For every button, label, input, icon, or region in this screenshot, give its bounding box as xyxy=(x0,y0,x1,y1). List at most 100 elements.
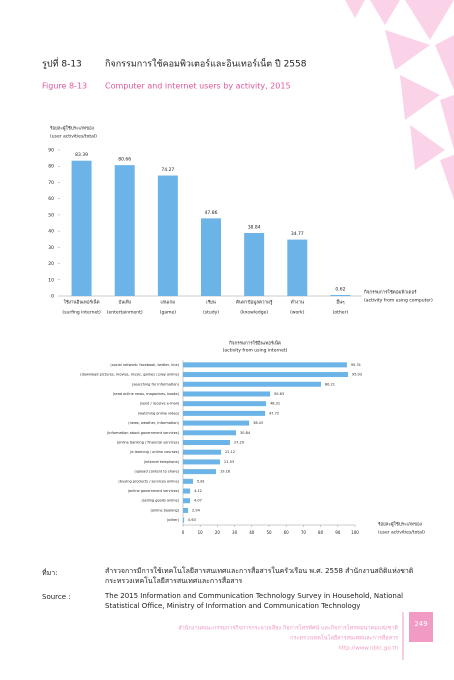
bar xyxy=(183,430,237,436)
bar xyxy=(157,175,178,296)
data-label: 30.84 xyxy=(240,431,251,435)
data-label: 50.63 xyxy=(274,392,284,396)
data-label: 83.39 xyxy=(75,152,88,158)
y-tick-label: (buying products / services online) xyxy=(118,479,179,483)
data-label: 27.29 xyxy=(234,441,244,445)
figure-title: กิจกรรมการใช้คอมพิวเตอร์และอินเทอร์เน็ต … xyxy=(105,57,307,70)
bar xyxy=(183,469,216,475)
bar xyxy=(71,160,92,296)
x-tick-label: 100 xyxy=(351,530,359,535)
x-axis-title-en: (activity from using computer) xyxy=(364,298,433,304)
x-tick-label: 80 xyxy=(318,530,324,535)
data-label: 34.77 xyxy=(291,231,304,237)
x-tick-label: บันเทิง xyxy=(118,300,131,306)
y-tick-label: 60 xyxy=(48,196,54,202)
y-tick-label: (social network: facebook, twitter, line… xyxy=(110,363,179,367)
bar xyxy=(183,498,191,504)
data-label: 80.66 xyxy=(118,157,131,163)
x-tick-label: ใช้งานอินเทอร์เน็ต xyxy=(64,298,100,306)
data-label: 0.63 xyxy=(188,518,196,522)
x-tick-label: 50 xyxy=(266,530,272,535)
x-tick-label: เล่นเกม xyxy=(161,300,176,306)
data-label: 95.31 xyxy=(351,363,361,367)
bar xyxy=(183,488,191,494)
bar xyxy=(183,372,348,378)
data-label: 95.93 xyxy=(352,373,362,377)
data-label: 74.27 xyxy=(161,167,174,173)
x-axis-title: ร้อยละผู้ใช้ประเภทของ xyxy=(378,522,422,528)
decoration xyxy=(345,0,454,200)
source-label-en: Source : xyxy=(42,593,71,601)
data-label: 47.86 xyxy=(205,210,218,216)
bar xyxy=(114,165,135,296)
x-tick-label-en: (work) xyxy=(290,310,305,316)
source-text-en-box: The 2015 Information and Communication T… xyxy=(105,592,404,610)
y-tick-label: 10 xyxy=(48,277,54,283)
x-tick-label: 60 xyxy=(284,530,290,535)
y-tick-label: 20 xyxy=(48,261,54,267)
source-label: ที่มา: xyxy=(42,568,58,577)
data-label: 19.18 xyxy=(220,470,230,474)
x-tick-label-en: (game) xyxy=(160,310,177,316)
x-tick-label: ทำงาน xyxy=(291,299,304,306)
data-label: 21.53 xyxy=(224,460,234,464)
footer-org-2: กระทรวงเทคโนโลยีสารสนเทศและการสื่อสาร xyxy=(290,634,398,642)
y-tick-label: (information about government services) xyxy=(107,431,180,435)
figure-title-en: Computer and internet users by activity,… xyxy=(105,82,291,91)
source-text-en: The 2015 Information and Communication T… xyxy=(105,592,404,610)
y-tick-label: (online government services) xyxy=(128,489,180,493)
y-tick-label: 40 xyxy=(48,229,54,235)
bar xyxy=(244,232,265,296)
bar xyxy=(183,507,189,513)
data-label: 4.12 xyxy=(194,489,202,493)
y-tick-label: (online booking) xyxy=(151,508,180,512)
x-tick-label-en: (study) xyxy=(203,310,219,316)
x-tick-label: ค้นหาข้อมูลความรู้ xyxy=(236,300,273,306)
y-tick-label: 30 xyxy=(48,245,54,251)
x-axis-title-en: (user activities/total) xyxy=(378,530,425,536)
y-axis-title: ร้อยละผู้ใช้ประเภทของ xyxy=(50,126,94,132)
data-label: 2.94 xyxy=(192,508,201,512)
y-tick-label: (e-learning / online courses) xyxy=(130,450,180,454)
bar xyxy=(183,381,321,387)
y-tick-label: 0 xyxy=(51,294,54,300)
x-tick-label: 70 xyxy=(301,530,307,535)
y-tick-label: (watching online video) xyxy=(138,411,180,415)
source-text: สำรวจการมีการใช้เทคโนโลยีสารสนเทศและการส… xyxy=(105,567,414,585)
x-tick-label: อื่นๆ xyxy=(336,299,345,306)
x-tick-label: 40 xyxy=(249,530,255,535)
x-tick-label-en: (other) xyxy=(333,310,349,316)
figure-label: รูปที่ 8-13 xyxy=(42,57,82,70)
data-label: 80.21 xyxy=(325,382,335,386)
y-tick-label: (other) xyxy=(167,518,180,522)
bar xyxy=(183,401,267,407)
source-text-box: สำรวจการมีการใช้เทคโนโลยีสารสนเทศและการส… xyxy=(105,567,414,585)
y-axis-title-en: (user activities/total) xyxy=(50,134,97,140)
bar xyxy=(201,218,221,296)
data-label: 38.84 xyxy=(248,224,261,230)
x-tick-label: 90 xyxy=(335,530,341,535)
y-tick-label: (searching for information) xyxy=(132,382,180,386)
chart-title: กิจกรรมการใช้อินเทอร์เน็ต xyxy=(229,339,281,347)
x-tick-label: 10 xyxy=(198,530,204,535)
y-tick-label: 70 xyxy=(48,180,54,186)
data-label: 47.72 xyxy=(269,411,279,415)
x-axis-title: กิจกรรมการใช้คอมพิวเตอร์ xyxy=(364,289,417,296)
y-tick-label: (online banking / financial services) xyxy=(117,441,180,445)
figure-label-en: Figure 8-13 xyxy=(42,82,87,91)
x-tick-label: เรียน xyxy=(206,300,216,306)
y-tick-label: (read online news, magazines, books) xyxy=(113,392,180,396)
chart-title-en: (activity from using internet) xyxy=(223,348,288,354)
y-tick-label: 50 xyxy=(48,212,54,218)
page-number-box xyxy=(409,612,433,642)
bar xyxy=(183,391,271,397)
y-tick-label: (send / receive e-mail) xyxy=(140,402,180,406)
x-tick-label: 30 xyxy=(232,530,238,535)
bar xyxy=(183,517,185,523)
x-tick-label: 20 xyxy=(215,530,221,535)
data-label: 22.12 xyxy=(225,450,235,454)
y-tick-label: (news, weather, information) xyxy=(128,421,179,425)
footer-org: สำนักงานคณะกรรมการกิจการกระจายเสียง กิจก… xyxy=(178,624,398,632)
data-label: 38.43 xyxy=(253,421,263,425)
